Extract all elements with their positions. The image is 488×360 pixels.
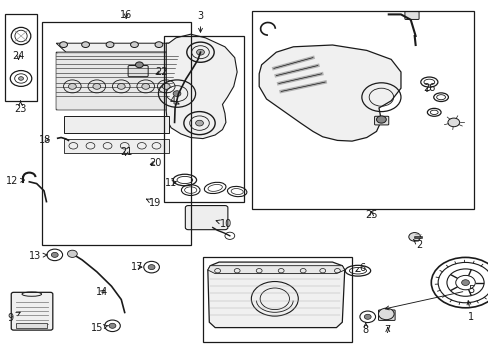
Circle shape — [148, 265, 155, 270]
Text: 10: 10 — [216, 219, 232, 229]
Circle shape — [81, 42, 89, 48]
FancyBboxPatch shape — [185, 206, 227, 230]
Circle shape — [162, 84, 170, 89]
Text: 19: 19 — [146, 198, 162, 208]
Circle shape — [117, 84, 125, 89]
FancyBboxPatch shape — [56, 53, 167, 110]
Text: 7: 7 — [384, 325, 390, 336]
Circle shape — [60, 42, 67, 48]
Text: 4: 4 — [169, 96, 179, 106]
Circle shape — [135, 62, 143, 68]
FancyBboxPatch shape — [11, 292, 53, 330]
Circle shape — [447, 118, 459, 127]
Bar — [251, 11, 473, 209]
Text: 6: 6 — [355, 263, 365, 273]
Circle shape — [196, 49, 204, 55]
FancyBboxPatch shape — [128, 66, 148, 77]
Text: 21: 21 — [120, 147, 132, 157]
Bar — [163, 36, 244, 202]
Text: 24: 24 — [12, 51, 25, 61]
Bar — [63, 116, 168, 133]
Text: 11: 11 — [164, 178, 177, 188]
Text: 8: 8 — [362, 323, 368, 336]
Bar — [63, 139, 168, 153]
Text: 9: 9 — [8, 312, 20, 323]
Bar — [16, 323, 47, 328]
Circle shape — [130, 42, 138, 48]
FancyBboxPatch shape — [404, 12, 418, 19]
Text: 20: 20 — [149, 158, 162, 168]
Circle shape — [461, 280, 468, 285]
Text: 5: 5 — [385, 285, 473, 310]
Text: 3: 3 — [197, 11, 203, 32]
FancyBboxPatch shape — [374, 116, 388, 125]
Bar — [203, 257, 351, 342]
Circle shape — [67, 250, 77, 257]
Text: 15: 15 — [90, 323, 108, 333]
Polygon shape — [114, 56, 136, 60]
Text: 16: 16 — [120, 10, 132, 20]
Text: 22: 22 — [155, 67, 167, 77]
Circle shape — [106, 42, 114, 48]
Polygon shape — [166, 34, 237, 139]
Text: 2: 2 — [413, 240, 422, 250]
Circle shape — [93, 84, 101, 89]
Polygon shape — [65, 56, 87, 60]
Text: 25: 25 — [365, 210, 377, 220]
Circle shape — [142, 84, 149, 89]
Bar — [5, 14, 37, 101]
Polygon shape — [89, 56, 111, 60]
Circle shape — [109, 323, 116, 328]
Text: 13: 13 — [29, 251, 47, 261]
Circle shape — [51, 252, 58, 257]
Circle shape — [155, 42, 163, 48]
Text: 1: 1 — [466, 301, 473, 322]
Polygon shape — [138, 56, 160, 60]
Text: 17: 17 — [130, 262, 143, 272]
FancyBboxPatch shape — [378, 310, 394, 320]
Polygon shape — [56, 52, 178, 110]
Circle shape — [376, 116, 386, 123]
Circle shape — [364, 314, 370, 319]
Circle shape — [408, 233, 420, 241]
Circle shape — [173, 91, 181, 96]
Text: 26: 26 — [422, 83, 435, 93]
Text: 23: 23 — [14, 101, 27, 114]
Circle shape — [68, 84, 76, 89]
Text: 12: 12 — [5, 176, 24, 186]
Circle shape — [195, 120, 203, 126]
Text: 18: 18 — [39, 135, 51, 145]
Bar — [41, 22, 190, 245]
Polygon shape — [259, 45, 400, 141]
Text: 14: 14 — [95, 287, 108, 297]
Circle shape — [378, 308, 393, 320]
Polygon shape — [207, 266, 344, 274]
Polygon shape — [56, 43, 178, 52]
Circle shape — [19, 77, 23, 80]
Polygon shape — [207, 262, 344, 328]
